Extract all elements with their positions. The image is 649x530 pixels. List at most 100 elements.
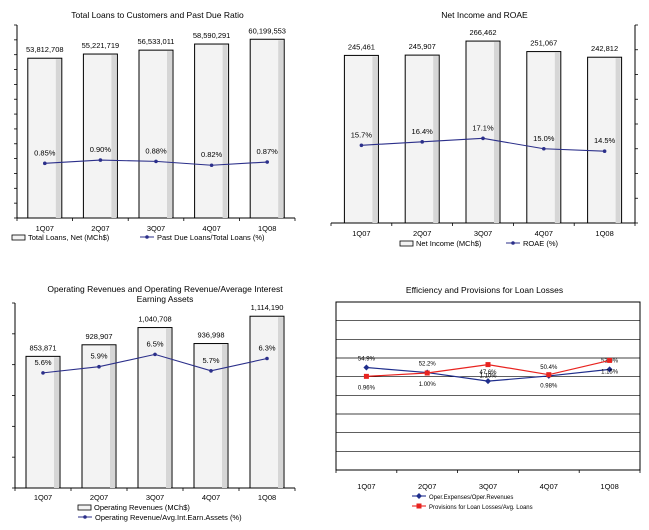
line-point bbox=[485, 362, 491, 368]
legend-label: Provisions for Loan Losses/Avg. Loans bbox=[429, 505, 533, 511]
category-label: 1Q08 bbox=[258, 493, 276, 502]
category-label: 1Q07 bbox=[34, 493, 52, 502]
category-label: 1Q08 bbox=[258, 224, 276, 233]
bar-value-label: 928,907 bbox=[85, 332, 112, 341]
bar-value-label: 936,998 bbox=[197, 331, 224, 340]
line-point bbox=[209, 163, 214, 168]
bar-value-label: 55,221,719 bbox=[82, 41, 120, 50]
bar-value-label: 266,462 bbox=[469, 28, 496, 37]
bar-shade bbox=[278, 40, 284, 219]
line-point bbox=[485, 378, 491, 385]
line-point bbox=[43, 161, 47, 166]
line-value-label: 14.5% bbox=[594, 136, 616, 145]
category-label: 1Q07 bbox=[36, 224, 54, 233]
legend-label: Net Income (MCh$) bbox=[416, 239, 482, 248]
bar-value-label: 60,199,553 bbox=[248, 26, 286, 35]
efficiency-chart-panel: Efficiency and Provisions for Loan Losse… bbox=[320, 278, 649, 530]
line-value-label: 0.82% bbox=[201, 150, 223, 159]
loans-chart: 53,812,708 1Q07 55,221,719 2Q07 56,533,011 3Q… bbox=[11, 24, 296, 242]
bar-value-label: 853,871 bbox=[29, 343, 56, 352]
category-label: 3Q07 bbox=[474, 229, 492, 238]
legend-box bbox=[410, 491, 570, 515]
line-value-label: 1.15% bbox=[601, 369, 619, 375]
legend-label: ROAE (%) bbox=[523, 239, 559, 248]
legend-label: Operating Revenue/Avg.Int.Earn.Assets (%… bbox=[95, 513, 242, 522]
chart-title: Efficiency and Provisions for Loan Losse… bbox=[405, 285, 564, 295]
line-value-label: 0.90% bbox=[90, 145, 112, 154]
bar-shade bbox=[55, 59, 61, 218]
line-point bbox=[363, 364, 370, 371]
legend-bar-swatch bbox=[77, 504, 92, 511]
category-label: 2Q07 bbox=[418, 482, 436, 491]
legend-marker bbox=[145, 235, 149, 239]
bar-shade bbox=[554, 52, 560, 223]
bar-shade bbox=[167, 51, 172, 219]
category-label: 2Q07 bbox=[91, 224, 109, 233]
line-point bbox=[209, 369, 213, 373]
line-point bbox=[98, 158, 103, 162]
category-label: 1Q07 bbox=[352, 229, 370, 238]
bar-value-label: 56,533,011 bbox=[138, 37, 175, 46]
line-value-label: 0.87% bbox=[257, 147, 279, 156]
line-point bbox=[153, 352, 157, 357]
line-value-label: 50.4% bbox=[540, 365, 558, 371]
legend-label: Oper.Expenses/Oper.Revenues bbox=[429, 495, 513, 501]
line-value-label: 6.5% bbox=[146, 339, 163, 348]
bar-value-label: 53,812,708 bbox=[26, 45, 64, 54]
category-label: 1Q07 bbox=[357, 482, 375, 491]
bar-shade bbox=[222, 45, 228, 218]
line-point bbox=[420, 140, 424, 144]
bar-shade bbox=[222, 344, 227, 488]
bar-shade bbox=[110, 345, 115, 488]
category-label: 2Q07 bbox=[90, 493, 108, 502]
bar-value-label: 245,461 bbox=[348, 42, 375, 51]
chart-title: Total Loans to Customers and Past Due Ra… bbox=[71, 10, 244, 20]
legend-marker bbox=[416, 503, 422, 509]
category-label: 1Q08 bbox=[595, 229, 613, 238]
bar-value-label: 1,040,708 bbox=[138, 315, 171, 324]
chart-title: Net Income and ROAE bbox=[441, 10, 528, 20]
bar-shade bbox=[433, 56, 439, 224]
line-point bbox=[607, 357, 613, 363]
line-value-label: 52.2% bbox=[419, 362, 437, 368]
line-value-label: 15.0% bbox=[533, 134, 555, 143]
legend-label: Total Loans, Net (MCh$) bbox=[28, 233, 110, 242]
line-point bbox=[481, 136, 485, 141]
bar-shade bbox=[615, 58, 621, 223]
bar-value-label: 1,114,190 bbox=[251, 303, 284, 312]
line-value-label: 17.1% bbox=[472, 123, 494, 132]
line-value-label: 6.3% bbox=[258, 344, 275, 353]
line-value-label: 0.85% bbox=[34, 148, 56, 157]
line-point bbox=[363, 373, 369, 379]
line-point bbox=[542, 146, 546, 151]
line-point bbox=[97, 364, 101, 369]
category-label: 2Q07 bbox=[413, 229, 431, 238]
net-income-chart: 245,461 1Q07 245,907 2Q07 266,462 3Q07 251,067… bbox=[330, 24, 638, 248]
line-point bbox=[41, 371, 45, 375]
chart-title: Operating Revenues and Operating Revenue… bbox=[47, 284, 283, 304]
bar-value-label: 58,590,291 bbox=[193, 31, 231, 40]
line-value-label: 16.4% bbox=[412, 127, 434, 136]
bar-shade bbox=[166, 328, 171, 488]
line-point bbox=[359, 143, 364, 148]
bar-shade bbox=[494, 42, 499, 224]
line-value-label: 54.9% bbox=[358, 357, 376, 363]
category-label: 3Q07 bbox=[479, 482, 497, 491]
line-point bbox=[265, 160, 270, 164]
legend-marker bbox=[511, 241, 515, 245]
category-label: 4Q07 bbox=[535, 229, 553, 238]
legend-marker bbox=[83, 515, 87, 519]
category-label: 1Q08 bbox=[600, 482, 618, 491]
legend-marker bbox=[416, 493, 422, 499]
line-value-label: 47.6% bbox=[479, 370, 497, 376]
line-point bbox=[265, 356, 269, 361]
category-label: 3Q07 bbox=[146, 493, 164, 502]
efficiency-chart: 1Q07 2Q07 3Q07 4Q07 1Q08 54.9% 52.2% 47.6% 50.4%… bbox=[335, 301, 641, 515]
line-point bbox=[602, 149, 607, 154]
line-value-label: 0.88% bbox=[145, 146, 167, 155]
category-label: 3Q07 bbox=[147, 224, 165, 233]
category-label: 4Q07 bbox=[540, 482, 558, 491]
line-point bbox=[606, 366, 613, 373]
bar-value-label: 245,907 bbox=[409, 42, 436, 51]
line-point bbox=[546, 372, 552, 378]
